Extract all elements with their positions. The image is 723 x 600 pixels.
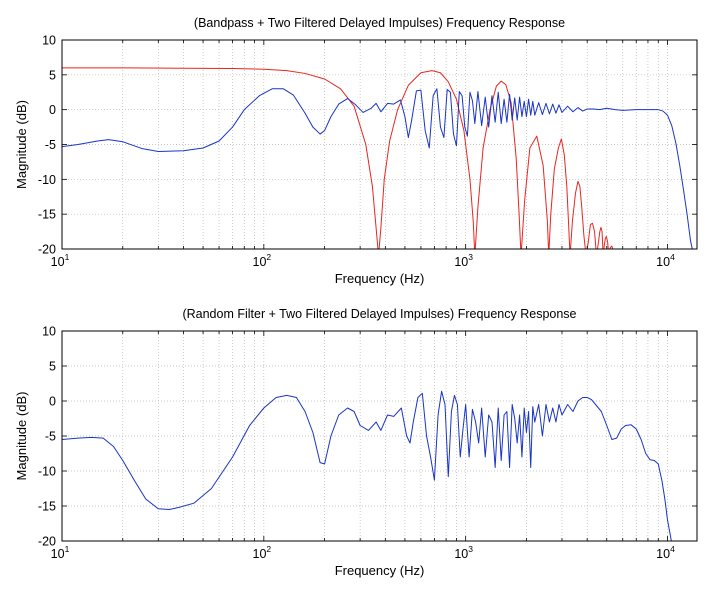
y-tick-label: 5 <box>49 68 56 82</box>
series-group <box>62 390 672 541</box>
y-tick-label: -10 <box>38 173 56 187</box>
plot-area <box>62 40 697 249</box>
ticks <box>61 330 697 542</box>
grid <box>62 40 697 249</box>
plot-area <box>62 331 697 541</box>
chart-title: (Bandpass + Two Filtered Delayed Impulse… <box>194 16 565 30</box>
x-tick-label: 102 <box>253 544 272 561</box>
y-tick-label: 10 <box>42 325 56 339</box>
x-tick-label: 103 <box>454 544 473 561</box>
y-tick-label: -15 <box>38 500 56 514</box>
x-tick-label: 101 <box>51 252 70 269</box>
y-tick-label: -20 <box>38 535 56 549</box>
series-line-1 <box>62 88 693 249</box>
x-tick-label: 102 <box>253 252 272 269</box>
x-tick-label: 101 <box>51 544 70 561</box>
y-tick-label: -15 <box>38 208 56 222</box>
y-tick-label: 0 <box>49 395 56 409</box>
series-group <box>62 67 693 249</box>
grid <box>62 331 697 541</box>
x-axis-label: Frequency (Hz) <box>335 563 425 578</box>
series-line-0 <box>62 390 672 541</box>
series-line-0 <box>62 67 614 249</box>
y-tick-label: -20 <box>38 243 56 257</box>
x-tick-label: 103 <box>454 252 473 269</box>
y-tick-label: 10 <box>42 34 56 48</box>
y-tick-label: -10 <box>38 465 56 479</box>
y-axis-label: Magnitude (dB) <box>14 392 29 481</box>
chart-title: (Random Filter + Two Filtered Delayed Im… <box>182 307 576 321</box>
ticks <box>61 39 697 250</box>
x-tick-label: 104 <box>656 544 675 561</box>
y-tick-label: 5 <box>49 360 56 374</box>
x-axis-label: Frequency (Hz) <box>335 271 425 286</box>
y-tick-label: -5 <box>45 430 56 444</box>
x-tick-label: 104 <box>656 252 675 269</box>
y-tick-label: 0 <box>49 103 56 117</box>
y-axis-label: Magnitude (dB) <box>14 100 29 189</box>
y-tick-label: -5 <box>45 138 56 152</box>
